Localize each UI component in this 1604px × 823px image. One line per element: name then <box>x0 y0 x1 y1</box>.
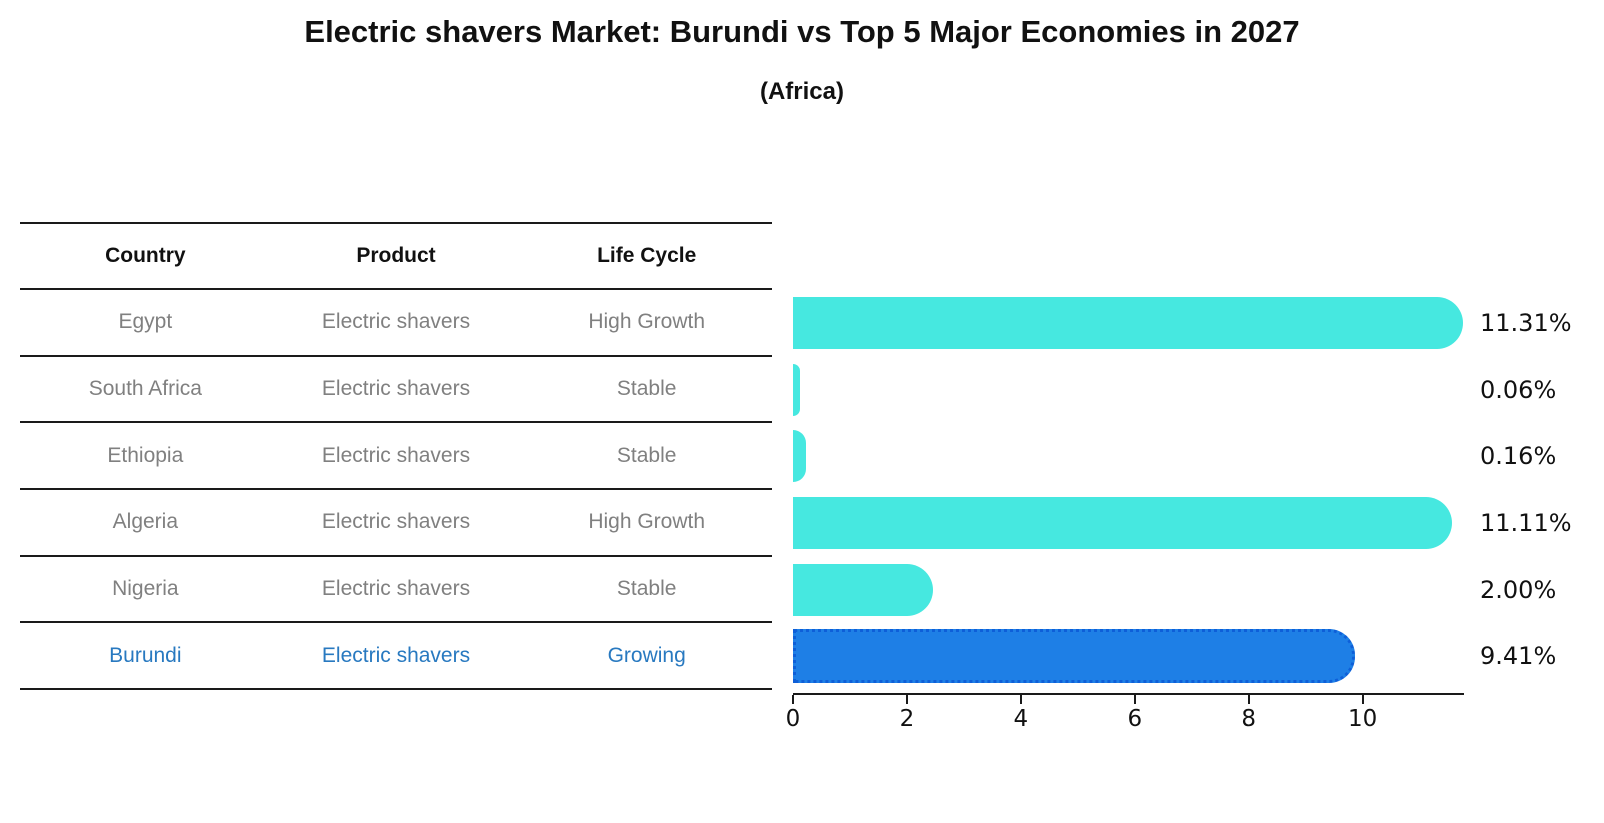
cell-country: Burundi <box>109 643 182 667</box>
x-tick-label: 6 <box>1127 706 1143 732</box>
bar-value-label: 11.31% <box>1480 309 1572 337</box>
bar-value-label: 9.41% <box>1480 642 1557 671</box>
bar-value-label: 0.16% <box>1480 442 1557 471</box>
cell-country: Ethiopia <box>107 443 184 467</box>
table-row: Ethiopia Electric shavers Stable <box>20 423 772 490</box>
bar-value-label: 11.11% <box>1480 509 1572 537</box>
x-tick-mark <box>1133 695 1136 704</box>
x-tick-mark <box>905 695 908 704</box>
cell-product: Electric shavers <box>321 310 471 334</box>
x-tick-label: 8 <box>1241 706 1256 732</box>
bar <box>793 363 801 416</box>
cell-lifecycle: High Growth <box>588 510 706 534</box>
x-tick-label: 2 <box>899 706 915 732</box>
x-tick-label: 0 <box>785 706 801 732</box>
bar <box>793 629 1355 684</box>
cell-lifecycle: Stable <box>616 376 677 400</box>
chart-row: 2.00% <box>793 557 1593 624</box>
table-row: Nigeria Electric shavers Stable <box>20 557 772 624</box>
chart-row: 0.16% <box>793 423 1593 490</box>
x-tick-mark <box>1361 695 1364 704</box>
bar <box>793 497 1452 549</box>
cell-product: Electric shavers <box>321 443 471 467</box>
column-header-country: Country <box>105 244 186 267</box>
chart-row: 11.11% <box>793 490 1593 557</box>
bar-value-label: 0.06% <box>1480 375 1557 404</box>
cell-product: Electric shavers <box>321 376 471 400</box>
chart-row: 9.41% <box>793 623 1593 690</box>
cell-lifecycle: High Growth <box>588 310 706 334</box>
table-row: Egypt Electric shavers High Growth <box>20 290 772 357</box>
x-tick-label: 4 <box>1013 706 1029 732</box>
x-axis-line <box>793 693 1464 695</box>
chart-title: Electric shavers Market: Burundi vs Top … <box>304 14 1300 49</box>
cell-lifecycle: Growing <box>607 643 686 667</box>
chart-row: 11.31% <box>793 290 1593 357</box>
x-tick-mark <box>1247 695 1250 704</box>
cell-product: Electric shavers <box>321 576 471 600</box>
table-row: Algeria Electric shavers High Growth <box>20 490 772 557</box>
cell-country: Egypt <box>118 310 173 334</box>
cell-country: Algeria <box>112 510 179 534</box>
table-row-highlighted: Burundi Electric shavers Growing <box>20 623 772 690</box>
column-header-product: Product <box>356 244 436 267</box>
x-tick-mark <box>1019 695 1022 704</box>
cell-lifecycle: Stable <box>616 443 677 467</box>
bar <box>793 297 1464 349</box>
bar <box>793 430 807 483</box>
cell-country: Nigeria <box>112 576 179 600</box>
cell-product: Electric shavers <box>321 510 471 534</box>
comparison-table: Country Product Life Cycle Egypt Electri… <box>20 222 772 690</box>
cell-country: South Africa <box>88 376 202 400</box>
x-tick-label: 10 <box>1347 706 1378 732</box>
column-header-lifecycle: Life Cycle <box>597 244 697 267</box>
cell-lifecycle: Stable <box>616 576 677 600</box>
table-row: South Africa Electric shavers Stable <box>20 357 772 424</box>
chart-subtitle: (Africa) <box>759 78 844 105</box>
chart-row: 0.06% <box>793 357 1593 424</box>
bar <box>793 563 933 616</box>
cell-product: Electric shavers <box>321 643 471 667</box>
table-header-row: Country Product Life Cycle <box>20 222 772 290</box>
x-tick-mark <box>792 695 794 704</box>
bar-value-label: 2.00% <box>1480 575 1557 604</box>
